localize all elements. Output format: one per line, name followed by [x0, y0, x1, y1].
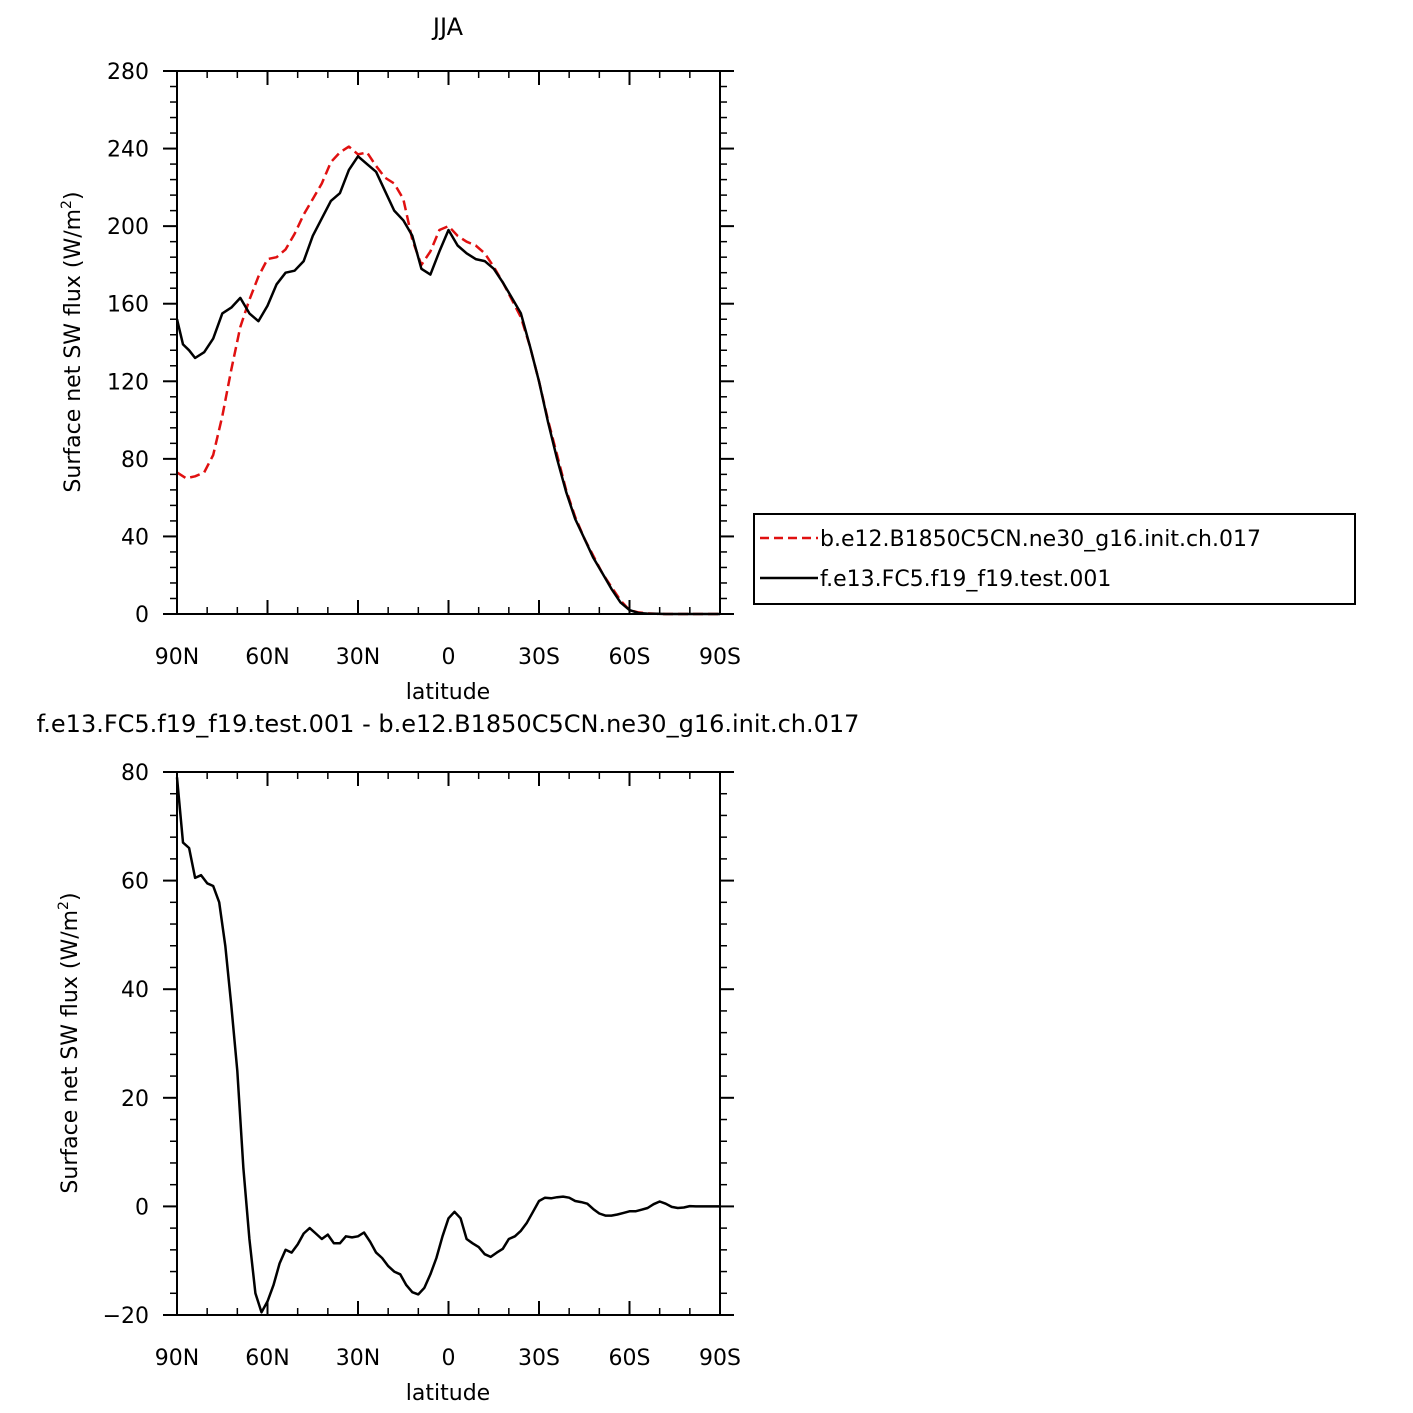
- y-tick-label: 160: [107, 293, 149, 318]
- y-tick-label: 80: [121, 448, 149, 473]
- y-tick-label: 0: [135, 603, 149, 628]
- x-tick-label: 60S: [609, 1346, 651, 1371]
- bottom-title: f.e13.FC5.f19_f19.test.001 - b.e12.B1850…: [37, 710, 860, 738]
- y-tick-label: 0: [135, 1195, 149, 1220]
- legend-box: [753, 513, 1356, 605]
- y-tick-label: 80: [121, 761, 149, 786]
- x-tick-label: 90N: [155, 645, 199, 670]
- bottom-panel: f.e13.FC5.f19_f19.test.001 - b.e12.B1850…: [37, 710, 860, 1406]
- x-tick-label: 90N: [155, 1346, 199, 1371]
- bottom-series-layer: [175, 777, 720, 1314]
- top-yaxis-label-sup: 2: [59, 200, 75, 209]
- x-tick-label: 90S: [699, 645, 741, 670]
- x-tick-label: 30S: [518, 1346, 560, 1371]
- x-tick-label: 60S: [609, 645, 651, 670]
- y-tick-label: 200: [107, 215, 149, 240]
- x-tick-label: 60N: [245, 1346, 289, 1371]
- bottom-yaxis-label-main: Surface net SW flux (W/m: [58, 910, 83, 1194]
- y-tick-label: 280: [107, 60, 149, 85]
- bottom-axis-ticks: 90N 60N 30N 0 30S 60S 90S −20 0 20 40 60 80: [103, 761, 741, 1371]
- top-series-layer: [175, 145, 720, 616]
- x-tick-label: 30N: [336, 1346, 380, 1371]
- legend-label-b-e12: b.e12.B1850C5CN.ne30_g16.init.ch.017: [820, 527, 1261, 552]
- top-xaxis-label: latitude: [406, 680, 490, 705]
- y-tick-label: 240: [107, 138, 149, 163]
- bottom-yaxis-label-sup: 2: [56, 901, 72, 910]
- top-axis-ticks: 90N 60N 30N 0 30S 60S 90S 0 40 80 120 160 200 240 280: [107, 60, 741, 670]
- x-tick-label: 30S: [518, 645, 560, 670]
- y-tick-label: 40: [121, 525, 149, 550]
- x-tick-label: 0: [442, 1346, 456, 1371]
- x-tick-label: 60N: [245, 645, 289, 670]
- bottom-yaxis-label-close: ): [58, 892, 83, 901]
- y-tick-label: −20: [103, 1304, 149, 1329]
- bottom-xaxis-label: latitude: [406, 1381, 490, 1406]
- x-tick-label: 90S: [699, 1346, 741, 1371]
- y-tick-label: 60: [121, 870, 149, 895]
- top-yaxis-label: Surface net SW flux (W/m2): [59, 191, 86, 492]
- x-tick-label: 30N: [336, 645, 380, 670]
- y-tick-label: 120: [107, 370, 149, 395]
- bottom-yaxis-label: Surface net SW flux (W/m2): [56, 892, 83, 1193]
- x-tick-label: 0: [442, 645, 456, 670]
- series-line-0-0: [176, 145, 720, 616]
- series-line-0-1: [175, 155, 720, 616]
- y-tick-label: 20: [121, 1087, 149, 1112]
- bottom-plot-frame: [176, 771, 721, 1316]
- legend: b.e12.B1850C5CN.ne30_g16.init.ch.017 f.e…: [753, 513, 1356, 605]
- legend-label-f-e13: f.e13.FC5.f19_f19.test.001: [820, 567, 1111, 592]
- top-yaxis-label-close: ): [61, 191, 86, 200]
- top-panel: JJA 90N 60N 30N 0 30S 60S 90S 0 40 80 120 160 200 240…: [59, 13, 741, 705]
- top-yaxis-label-main: Surface net SW flux (W/m: [61, 209, 86, 493]
- top-plot-frame: [176, 70, 721, 615]
- y-tick-label: 40: [121, 978, 149, 1003]
- top-title: JJA: [431, 13, 464, 41]
- series-line-1-0: [175, 777, 720, 1314]
